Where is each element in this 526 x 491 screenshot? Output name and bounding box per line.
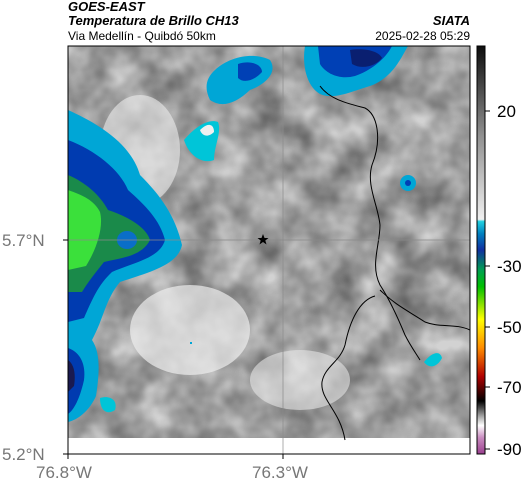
organization-label: SIATA xyxy=(432,13,470,28)
lat-label-south: 5.2°N xyxy=(2,445,45,464)
colorbar-tick-minus70: -70 xyxy=(497,378,522,397)
colorbar-tick-minus30: -30 xyxy=(497,257,522,276)
lon-label-west: 76.8°W xyxy=(36,463,92,482)
colorbar-tick-20: 20 xyxy=(497,102,516,121)
satellite-title: GOES-EAST xyxy=(68,0,145,14)
lon-label-east: 76.3°W xyxy=(252,463,308,482)
colorbar-tick-minus90: -90 xyxy=(497,440,522,459)
colorbar xyxy=(476,45,490,455)
product-title: Temperatura de Brillo CH13 xyxy=(68,13,239,28)
region-subtitle: Via Medellín - Quibdó 50km xyxy=(68,29,216,43)
map-field xyxy=(68,46,470,454)
lat-label-north: 5.7°N xyxy=(2,231,45,250)
timestamp: 2025-02-28 05:29 xyxy=(375,29,470,43)
colorbar-tick-minus50: -50 xyxy=(497,318,522,337)
star-icon xyxy=(257,234,269,245)
